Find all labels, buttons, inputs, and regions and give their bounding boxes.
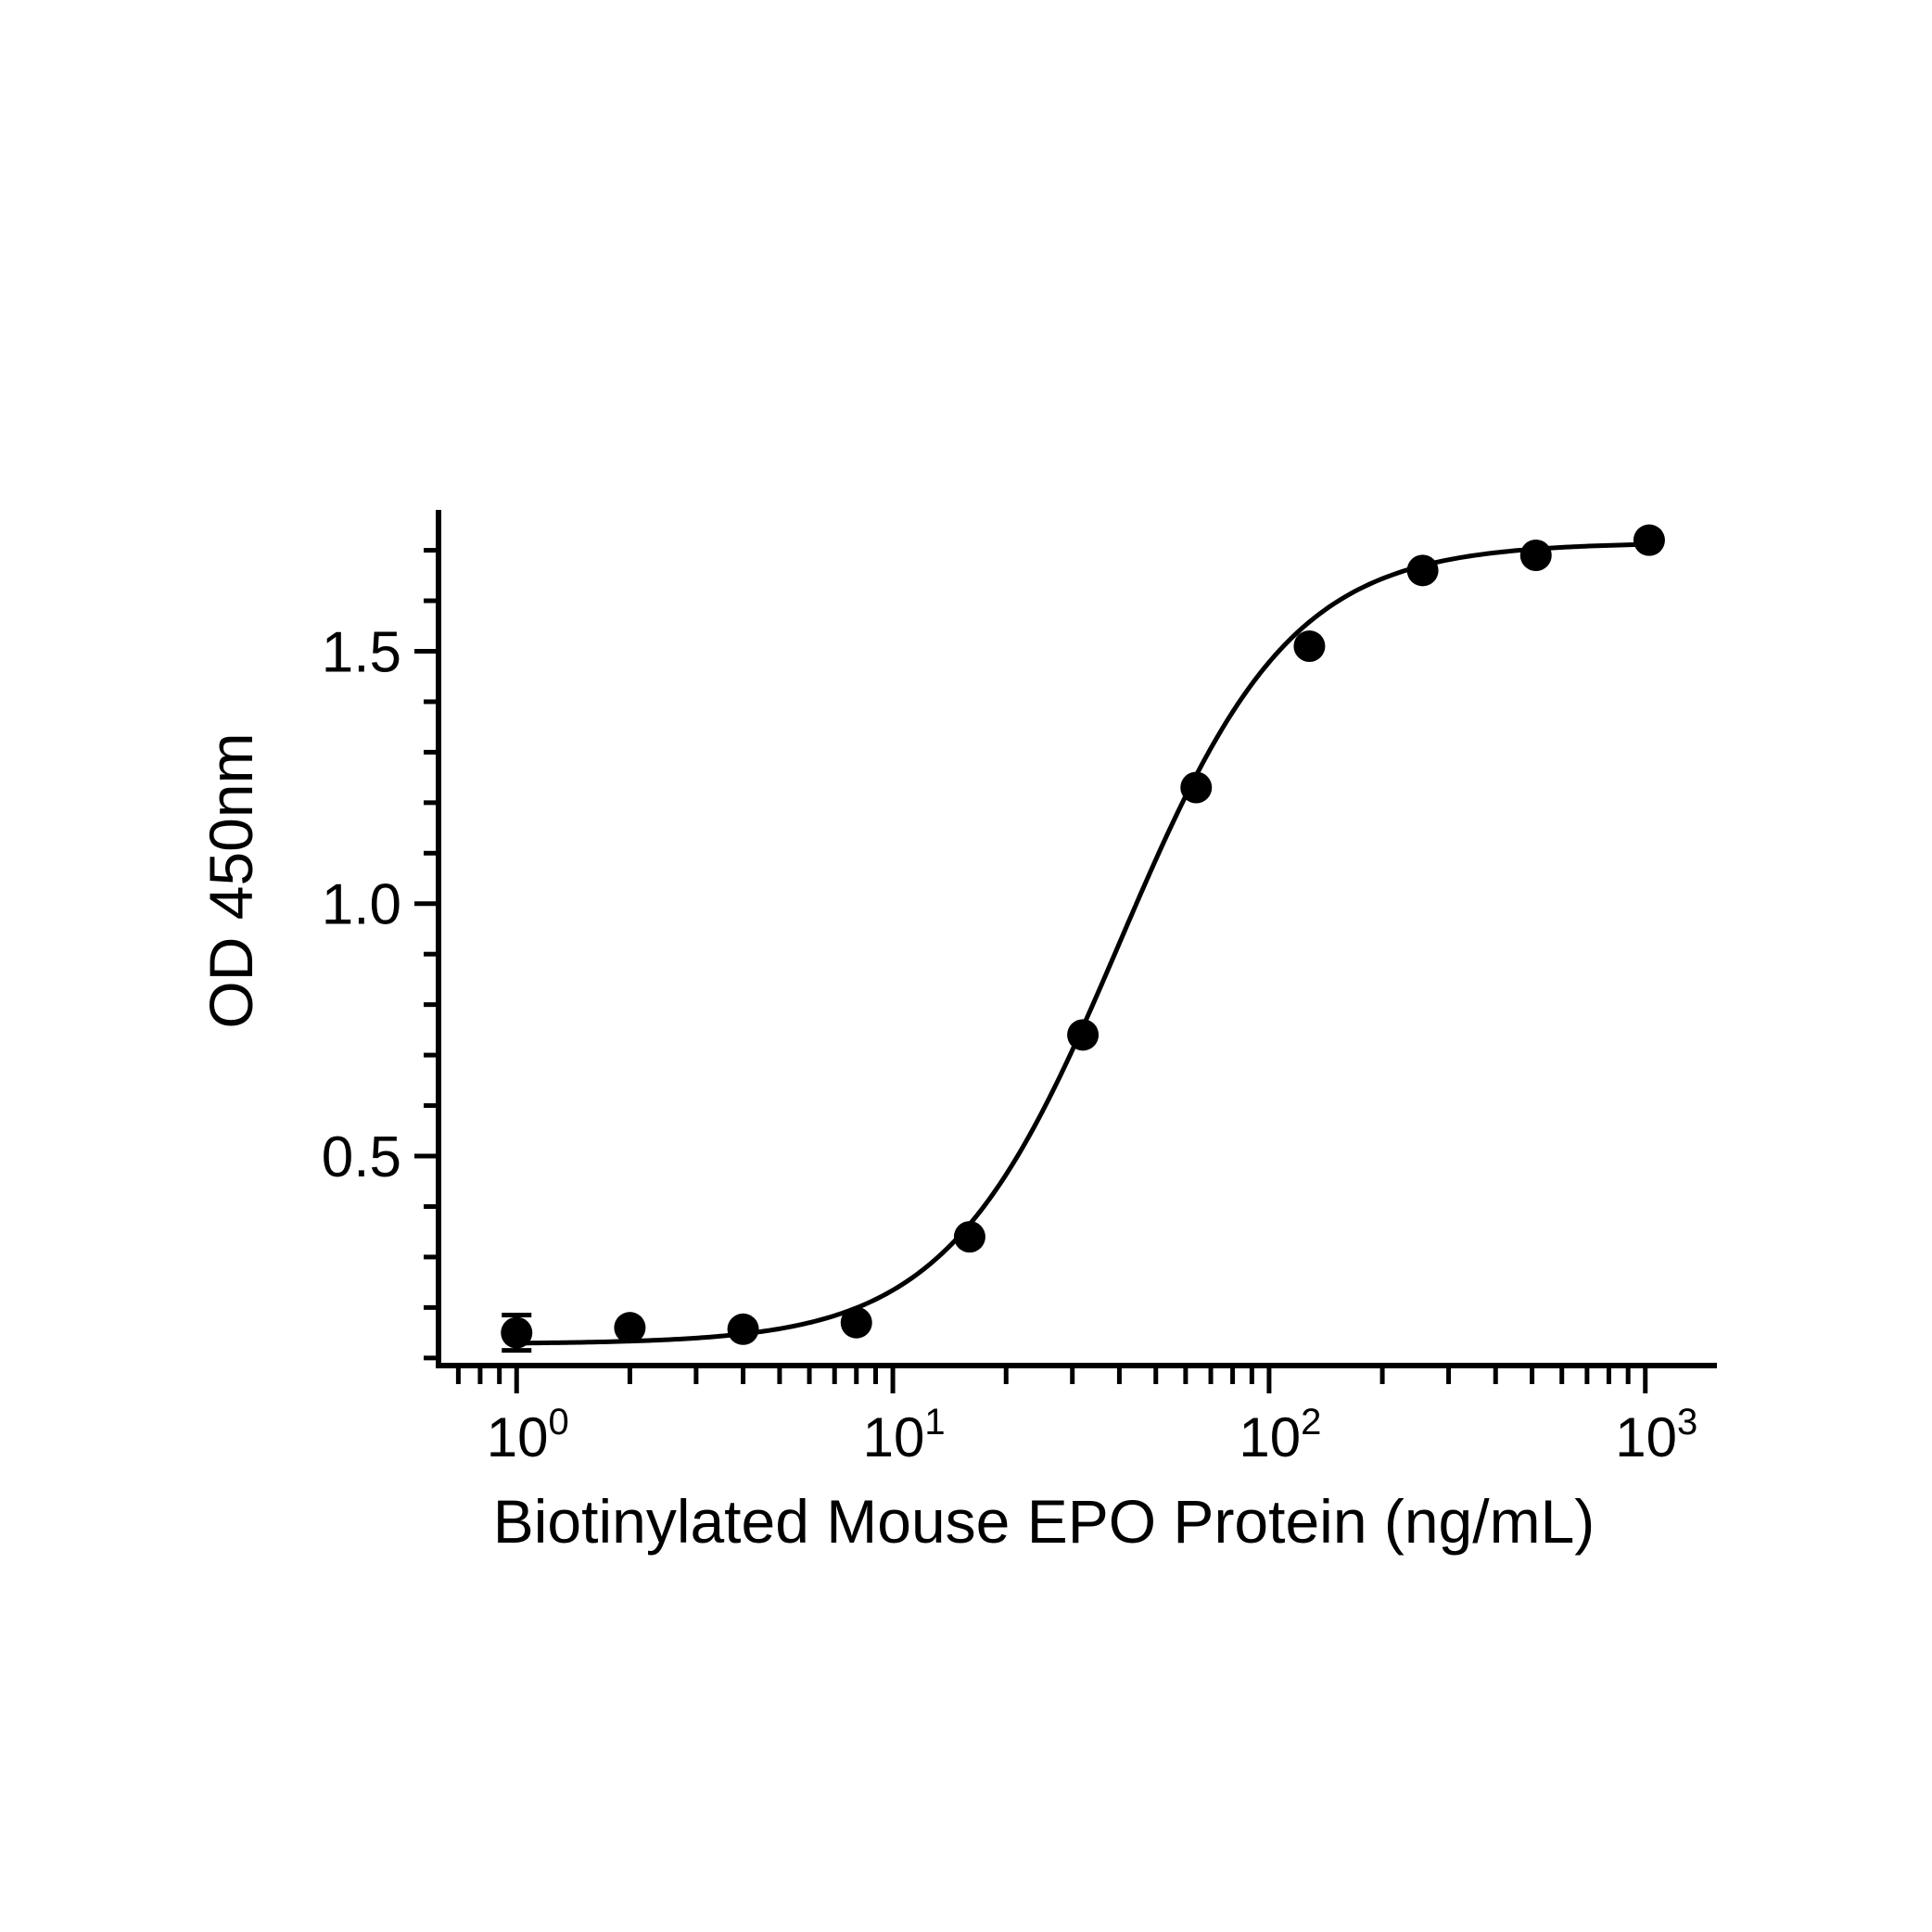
y-tick-label: 0.5 bbox=[322, 1125, 401, 1189]
data-point bbox=[840, 1306, 872, 1339]
data-point bbox=[1067, 1019, 1099, 1051]
data-point bbox=[1406, 554, 1439, 587]
data-points-layer bbox=[501, 524, 1665, 1354]
data-point bbox=[501, 1316, 533, 1349]
labels-layer: OD 450nm Biotinylated Mouse EPO Protein … bbox=[197, 620, 1697, 1556]
fit-curve bbox=[516, 541, 1649, 1346]
x-tick-label: 102 bbox=[1239, 1402, 1321, 1468]
x-axis-title: Biotinylated Mouse EPO Protein (ng/mL) bbox=[493, 1487, 1595, 1556]
fit-curve-layer bbox=[516, 541, 1649, 1346]
x-tick-label: 101 bbox=[863, 1402, 946, 1468]
x-tick-label: 100 bbox=[487, 1402, 569, 1468]
data-point bbox=[1519, 540, 1552, 572]
y-tick-label: 1.5 bbox=[322, 620, 401, 684]
y-tick-label: 1.0 bbox=[322, 873, 401, 937]
data-point bbox=[1293, 630, 1326, 663]
data-point bbox=[1180, 771, 1213, 804]
data-point bbox=[1633, 524, 1665, 556]
data-point bbox=[614, 1312, 646, 1344]
axes-layer bbox=[414, 510, 1717, 1393]
data-point bbox=[727, 1313, 759, 1345]
x-tick-label: 103 bbox=[1615, 1402, 1697, 1468]
data-point bbox=[953, 1221, 985, 1253]
y-axis-title: OD 450nm bbox=[197, 732, 265, 1028]
